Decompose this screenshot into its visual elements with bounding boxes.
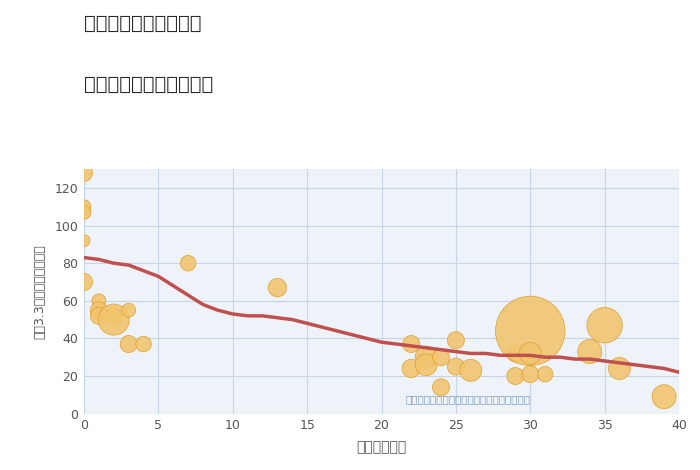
- Point: [108, 316, 119, 323]
- Text: 築年数別中古戸建て価格: 築年数別中古戸建て価格: [84, 75, 214, 94]
- Point: [93, 306, 104, 314]
- Point: [525, 350, 536, 357]
- Point: [78, 209, 90, 216]
- X-axis label: 築年数（年）: 築年数（年）: [356, 440, 407, 454]
- Point: [272, 284, 283, 291]
- Point: [183, 259, 194, 267]
- Point: [584, 348, 595, 355]
- Point: [510, 350, 521, 357]
- Y-axis label: 坪（3.3㎡）単価（万円）: 坪（3.3㎡）単価（万円）: [33, 244, 46, 339]
- Point: [450, 363, 461, 370]
- Point: [78, 169, 90, 177]
- Point: [93, 297, 104, 305]
- Point: [93, 312, 104, 320]
- Point: [659, 393, 670, 400]
- Point: [78, 203, 90, 211]
- Point: [406, 340, 417, 348]
- Point: [525, 327, 536, 335]
- Text: 兵庫県姫路市博労町の: 兵庫県姫路市博労町の: [84, 14, 202, 33]
- Point: [406, 365, 417, 372]
- Point: [78, 237, 90, 244]
- Point: [435, 384, 447, 391]
- Point: [123, 306, 134, 314]
- Point: [540, 370, 551, 378]
- Point: [138, 340, 149, 348]
- Text: 円の大きさは、取引のあった物件面積を示す: 円の大きさは、取引のあった物件面積を示す: [405, 394, 531, 404]
- Point: [450, 337, 461, 344]
- Point: [614, 365, 625, 372]
- Point: [510, 372, 521, 380]
- Point: [525, 370, 536, 378]
- Point: [465, 367, 476, 374]
- Point: [421, 353, 432, 361]
- Point: [599, 321, 610, 329]
- Point: [421, 361, 432, 368]
- Point: [123, 340, 134, 348]
- Point: [78, 278, 90, 286]
- Point: [108, 314, 119, 321]
- Point: [108, 310, 119, 318]
- Point: [435, 353, 447, 361]
